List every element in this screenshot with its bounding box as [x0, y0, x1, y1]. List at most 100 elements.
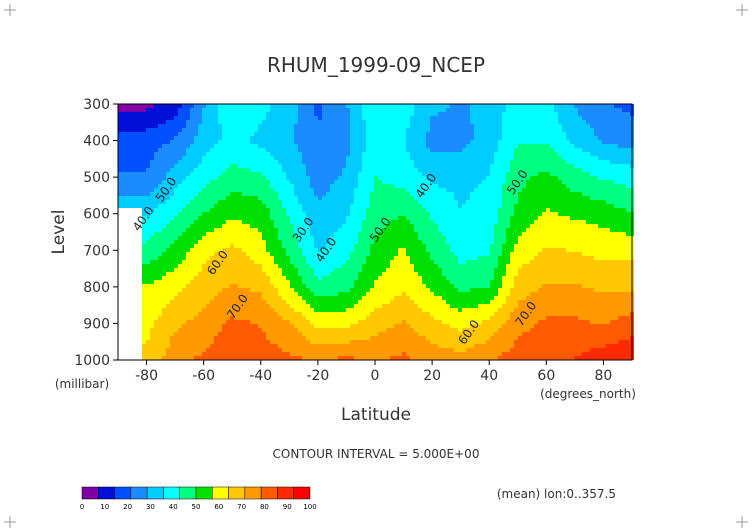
contour-cell [290, 348, 294, 352]
contour-cell [346, 240, 350, 244]
contour-cell [122, 112, 126, 116]
contour-cell [322, 192, 326, 196]
contour-cell [350, 244, 354, 248]
contour-cell [246, 352, 250, 356]
contour-cell [326, 128, 330, 132]
contour-cell [254, 152, 258, 156]
contour-cell [266, 232, 270, 236]
contour-cell [226, 140, 230, 144]
contour-cell [150, 168, 154, 172]
contour-cell [398, 324, 402, 328]
contour-cell [166, 180, 170, 184]
contour-cell [234, 316, 238, 320]
contour-cell [426, 176, 430, 180]
contour-cell [186, 276, 190, 280]
contour-cell [318, 180, 322, 184]
contour-cell [222, 232, 226, 236]
contour-cell [262, 332, 266, 336]
contour-cell [378, 180, 382, 184]
contour-cell [394, 264, 398, 268]
contour-cell [434, 336, 438, 340]
contour-cell [358, 272, 362, 276]
contour-cell [278, 164, 282, 168]
contour-cell [346, 244, 350, 248]
contour-cell [390, 224, 394, 228]
contour-cell [390, 348, 394, 352]
contour-cell [366, 180, 370, 184]
contour-cell [274, 176, 278, 180]
contour-cell [306, 232, 310, 236]
contour-cell [310, 108, 314, 112]
contour-cell [334, 344, 338, 348]
contour-cell [294, 228, 298, 232]
contour-cell [334, 356, 338, 360]
contour-cell [170, 204, 174, 208]
contour-cell [346, 148, 350, 152]
contour-cell [290, 308, 294, 312]
contour-cell [278, 352, 282, 356]
contour-cell [218, 188, 222, 192]
contour-cell [338, 160, 342, 164]
contour-cell [194, 136, 198, 140]
contour-cell [222, 300, 226, 304]
contour-cell [374, 184, 378, 188]
contour-cell [330, 132, 334, 136]
contour-cell [354, 104, 358, 108]
contour-cell [362, 248, 366, 252]
contour-cell [190, 356, 194, 360]
contour-cell [214, 168, 218, 172]
contour-cell [122, 172, 126, 176]
contour-cell [298, 320, 302, 324]
contour-cell [158, 344, 162, 348]
contour-cell [134, 128, 138, 132]
contour-cell [166, 252, 170, 256]
contour-cell [442, 168, 446, 172]
contour-cell [238, 136, 242, 140]
contour-cell [338, 320, 342, 324]
contour-cell [190, 252, 194, 256]
contour-cell [246, 268, 250, 272]
contour-cell [410, 296, 414, 300]
contour-cell [418, 128, 422, 132]
contour-cell [310, 248, 314, 252]
contour-cell [370, 200, 374, 204]
contour-cell [326, 124, 330, 128]
contour-cell [406, 308, 410, 312]
contour-cell [206, 280, 210, 284]
contour-cell [182, 164, 186, 168]
contour-cell [290, 284, 294, 288]
contour-cell [210, 288, 214, 292]
contour-cell [162, 212, 166, 216]
contour-cell [206, 220, 210, 224]
contour-cell [282, 348, 286, 352]
contour-cell [290, 236, 294, 240]
contour-cell [222, 108, 226, 112]
contour-cell [218, 116, 222, 120]
contour-cell [282, 344, 286, 348]
contour-cell [250, 136, 254, 140]
contour-cell [194, 148, 198, 152]
contour-cell [266, 176, 270, 180]
contour-cell [430, 304, 434, 308]
contour-cell [226, 344, 230, 348]
contour-cell [394, 224, 398, 228]
contour-cell [282, 188, 286, 192]
contour-cell [370, 256, 374, 260]
contour-cell [210, 144, 214, 148]
contour-cell [282, 328, 286, 332]
contour-cell [214, 292, 218, 296]
contour-cell [410, 144, 414, 148]
contour-cell [218, 208, 222, 212]
contour-cell [342, 176, 346, 180]
contour-cell [366, 336, 370, 340]
contour-cell [302, 136, 306, 140]
contour-cell [182, 260, 186, 264]
contour-cell [194, 204, 198, 208]
contour-cell [422, 148, 426, 152]
contour-cell [298, 236, 302, 240]
contour-cell [214, 212, 218, 216]
contour-cell [322, 200, 326, 204]
contour-cell [246, 236, 250, 240]
contour-cell [414, 224, 418, 228]
contour-cell [278, 212, 282, 216]
